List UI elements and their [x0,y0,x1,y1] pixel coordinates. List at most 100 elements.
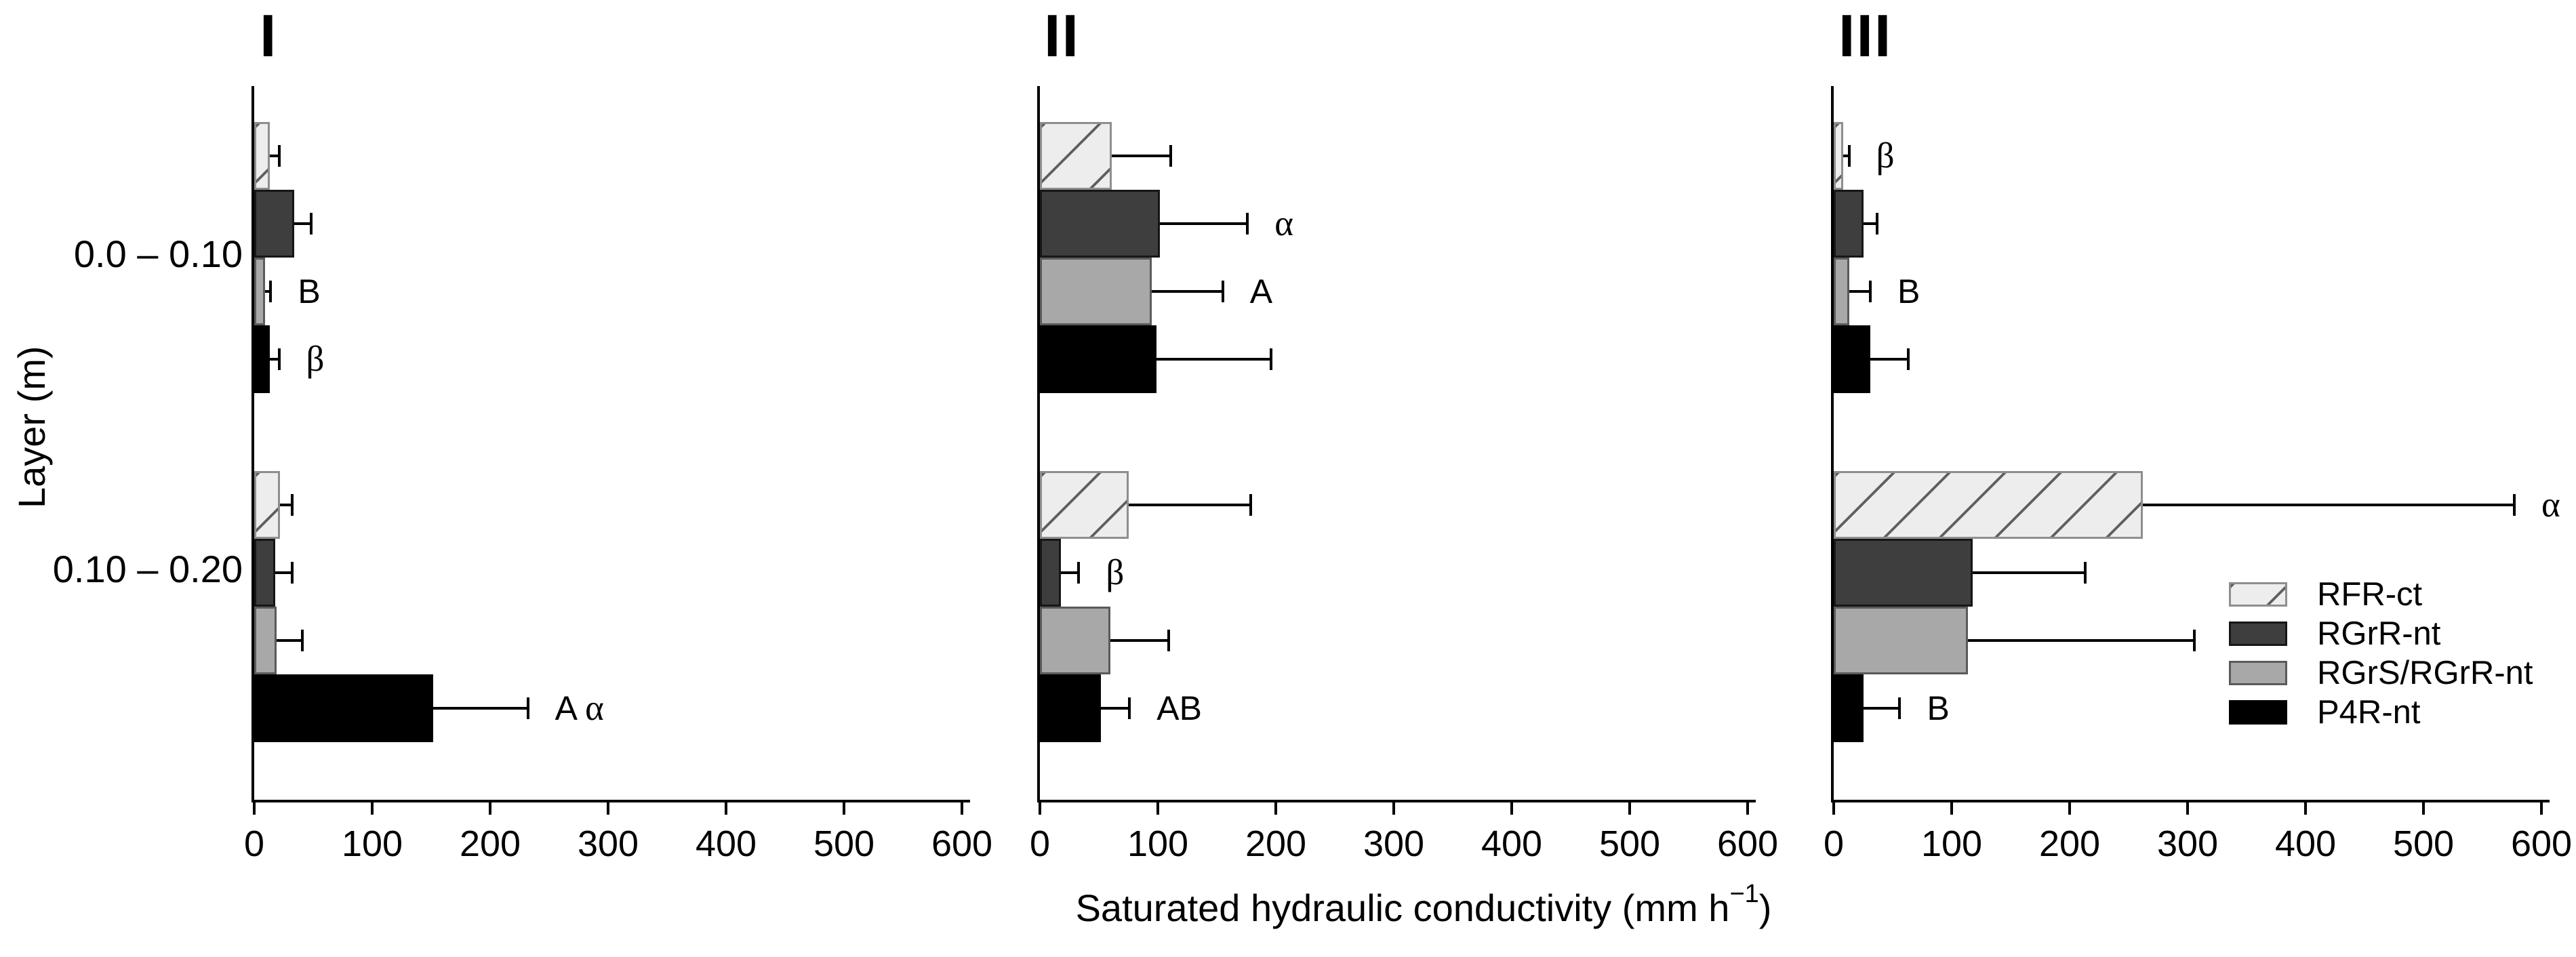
error-bar-cap [1847,145,1851,167]
x-axis-tick [2068,802,2071,815]
x-axis-tick [1628,802,1631,815]
bar-P4R-nt [1040,674,1102,742]
x-axis-tick [2186,802,2189,815]
bar-P4R-nt [1040,325,1157,393]
error-bar [1152,290,1223,293]
error-bar-cap [290,562,294,584]
error-bar [269,155,279,157]
x-axis-tick [961,802,963,815]
error-bar [1061,571,1079,574]
error-bar-cap [2512,494,2516,516]
x-tick-label: 0 [1029,823,1051,864]
legend-row: RGrS/RGrR-nt [2229,653,2533,693]
x-tick-label: 200 [1245,823,1307,864]
error-bar-cap [1876,213,1879,235]
error-bar-cap [277,348,281,370]
x-axis-tick [2540,802,2543,815]
error-bar [1843,155,1849,157]
x-tick-label: 300 [577,823,639,864]
significance-label: β [306,340,325,379]
significance-label: β [1876,136,1895,176]
error-bar [280,504,292,506]
x-tick-label: 100 [1127,823,1189,864]
x-tick-label: 100 [341,823,403,864]
bar-RGrR-nt [254,190,295,258]
significance-label: A α [555,689,604,728]
error-bar [1849,290,1870,293]
x-tick-label: 500 [813,823,875,864]
x-tick-label: 300 [2156,823,2219,864]
bar-RGrS/RGrR-nt [1834,607,1969,674]
bar-P4R-nt [1834,325,1870,393]
bar-P4R-nt [1834,674,1864,742]
x-tick-label: 0 [1823,823,1845,864]
error-bar [1110,639,1169,642]
bar-RGrR-nt [1040,539,1062,607]
x-tick-label: 400 [1481,823,1543,864]
error-bar-cap [1077,562,1081,584]
error-bar-cap [1221,281,1224,302]
significance-label: B [1927,689,1950,727]
x-axis-tick [725,802,727,815]
error-bar [433,707,528,710]
error-bar [269,358,279,361]
error-bar-cap [1246,213,1249,235]
error-bar-cap [1167,630,1170,651]
error-bar [1863,707,1900,710]
bar-RFR-ct [1040,471,1129,539]
x-axis-label-superscript: −1 [1729,880,1759,908]
legend-swatch-rgrr-nt [2229,622,2287,646]
error-bar [1968,639,2195,642]
error-bar [1112,155,1171,157]
error-bar [2142,504,2514,506]
significance-label: B [1897,272,1920,310]
bar-RGrR-nt [254,539,276,607]
x-tick-label: 600 [1716,823,1779,864]
error-bar-cap [1270,348,1273,370]
significance-label: AB [1156,689,1202,727]
legend-row: P4R-nt [2229,693,2533,732]
error-bar-cap [1169,145,1173,167]
error-bar-cap [269,281,273,302]
error-bar [1863,222,1878,225]
legend-label: RFR-ct [2317,576,2423,613]
bar-RGrS/RGrR-nt [1040,607,1111,674]
x-axis-tick [2422,802,2425,815]
error-bar-cap [1898,697,1901,719]
legend-swatch-p4r-nt [2229,700,2287,725]
error-bar-cap [1906,348,1910,370]
significance-label: α [1274,204,1294,243]
error-bar [277,639,303,642]
error-bar [294,222,311,225]
bar-RGrR-nt [1040,190,1161,258]
x-axis-line [251,800,970,802]
error-bar [1973,571,2085,574]
x-axis-tick [1746,802,1749,815]
x-axis-tick [253,802,256,815]
x-tick-label: 400 [2274,823,2337,864]
x-tick-label: 400 [695,823,757,864]
x-axis-tick [489,802,491,815]
x-axis-tick [1274,802,1277,815]
x-axis-line [1831,800,2550,802]
x-axis-tick [1510,802,1513,815]
x-tick-label: 0 [243,823,265,864]
x-axis-label: Saturated hydraulic conductivity (mm h−1… [1075,880,1772,929]
panel-title-2: II [1044,2,1080,69]
x-tick-label: 600 [931,823,993,864]
legend-row: RGrR-nt [2229,614,2533,653]
bar-RGrR-nt [1834,190,1864,258]
error-bar [1156,358,1272,361]
x-axis-tick [843,802,845,815]
legend-row: RFR-ct [2229,575,2533,614]
error-bar [1101,707,1130,710]
y-axis-line [251,86,254,802]
x-axis-tick [1832,802,1835,815]
bar-P4R-nt [254,674,434,742]
x-axis-tick [371,802,374,815]
bar-P4R-nt [254,325,270,393]
legend: RFR-ct RGrR-nt RGrS/RGrR-nt P4R-nt [2229,575,2533,732]
x-axis-tick [1392,802,1395,815]
bar-RGrS/RGrR-nt [254,258,265,325]
error-bar-cap [1249,494,1253,516]
